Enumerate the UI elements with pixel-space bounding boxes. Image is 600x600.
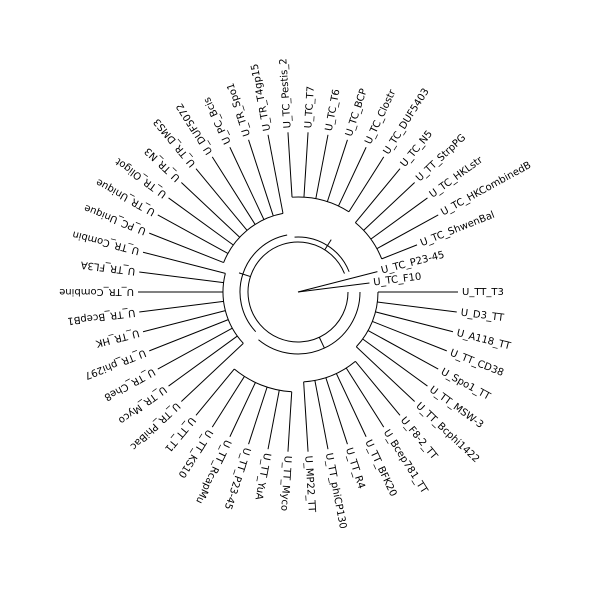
branch [324, 239, 332, 251]
branch [211, 156, 256, 225]
branch [181, 182, 241, 238]
branch [303, 381, 309, 452]
branch [168, 335, 238, 387]
branch [370, 197, 428, 240]
branch [139, 300, 224, 313]
branch [355, 222, 383, 260]
branch [355, 291, 379, 348]
branch [287, 391, 293, 452]
leaf-label: U_TC_T7 [303, 86, 317, 129]
branch [229, 382, 256, 437]
branch [303, 360, 356, 383]
leaf-label: U_TR_Combin [71, 228, 140, 256]
branch [229, 147, 265, 220]
branch [157, 327, 233, 370]
branch [267, 390, 280, 450]
branch [211, 376, 245, 428]
leaf-label: U_TT_phiCP130 [323, 452, 348, 530]
branch [297, 271, 378, 293]
branch [168, 197, 234, 246]
leaf-label: U_TR_Spo1 [225, 81, 253, 137]
leaf-label: U_TC_BCP [344, 87, 370, 138]
leaf-label: U_TR_T4gp15 [250, 63, 274, 132]
leaf-label: U_A118_TT [455, 328, 512, 353]
leaf-label: U_TT_Bcphi1422 [413, 401, 481, 466]
leaf-label: U_TC_F10 [373, 271, 422, 288]
branch [297, 282, 370, 293]
leaf-label: U_D3_TT [460, 308, 505, 324]
branch [314, 380, 329, 450]
branch [377, 301, 457, 313]
leaf-label: U_TR_BcepB1 [67, 307, 136, 326]
branch [303, 132, 309, 198]
branch [149, 232, 224, 264]
branch [149, 319, 229, 352]
branch [318, 337, 325, 349]
leaf-label: U_TC_Pestis_2 [278, 58, 293, 129]
branch [381, 244, 418, 260]
branch [233, 368, 292, 393]
leaf-label: U_TR_HK [94, 327, 140, 349]
leaf-label: U_TC_HKCombinedB [439, 160, 533, 218]
branch [325, 377, 348, 445]
leaf-label: U_MP22_TT [302, 455, 317, 513]
branch [195, 368, 235, 416]
branch [287, 132, 293, 198]
branch [372, 320, 447, 352]
branch [142, 251, 226, 274]
branch [354, 361, 401, 416]
branch [181, 342, 244, 402]
branch [375, 311, 454, 333]
branch [222, 273, 244, 344]
leaf-label: U_TT_R4 [343, 446, 367, 490]
branch [248, 386, 268, 445]
branch [315, 134, 329, 199]
branch [248, 139, 274, 217]
branch [239, 234, 288, 333]
leaf-label: U_TC_T6 [324, 88, 343, 132]
branch [345, 367, 385, 428]
leaf-label: U_TR_FL3A [80, 259, 136, 277]
branch [223, 212, 284, 263]
branch [348, 156, 385, 213]
branch [267, 134, 284, 214]
branch [142, 310, 226, 333]
leaf-label: U_TT_T3 [462, 287, 504, 298]
branch [363, 182, 415, 231]
branch [362, 338, 428, 387]
branch [376, 214, 439, 250]
branch [247, 241, 349, 343]
branch [354, 168, 401, 223]
leaf-label: U_TC_ShwenBal [419, 210, 496, 249]
leaf-label: U_TT_YuA [252, 452, 272, 501]
branch [157, 214, 229, 254]
branch [367, 330, 439, 370]
branch [337, 147, 367, 207]
branch [335, 373, 367, 437]
branch [355, 346, 415, 402]
branch [326, 139, 348, 202]
branch [258, 291, 361, 355]
branch [139, 271, 224, 284]
branch [292, 196, 350, 213]
branch [238, 272, 251, 278]
leaf-label: U_TR_Combine [59, 286, 134, 297]
branch [195, 168, 248, 231]
leaf-label: U_TT_Myco [278, 455, 292, 511]
